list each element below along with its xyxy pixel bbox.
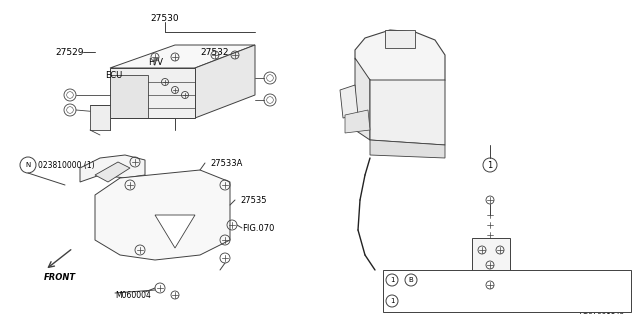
- Text: ( -'07MY0706): ( -'07MY0706): [518, 276, 572, 284]
- Text: 27541D: 27541D: [474, 300, 506, 309]
- Text: N: N: [26, 162, 31, 168]
- Text: A267001143: A267001143: [580, 309, 625, 315]
- Text: 1: 1: [488, 161, 493, 170]
- Text: 1: 1: [390, 298, 394, 304]
- Text: 27533A: 27533A: [210, 158, 243, 167]
- Polygon shape: [195, 45, 255, 118]
- Polygon shape: [95, 162, 130, 182]
- Text: 023810000 (1): 023810000 (1): [38, 161, 95, 170]
- Polygon shape: [472, 238, 510, 272]
- Polygon shape: [345, 110, 370, 133]
- Polygon shape: [95, 170, 230, 260]
- Text: ECU: ECU: [105, 70, 122, 79]
- Polygon shape: [110, 75, 148, 118]
- Polygon shape: [80, 155, 145, 182]
- Text: 1: 1: [390, 277, 394, 283]
- Polygon shape: [355, 30, 445, 95]
- Text: 27535: 27535: [240, 196, 266, 204]
- Text: 27530: 27530: [150, 13, 179, 22]
- Text: M060004: M060004: [115, 291, 151, 300]
- Text: 27532: 27532: [200, 47, 228, 57]
- Text: ): ): [608, 297, 611, 306]
- Polygon shape: [110, 45, 255, 68]
- Text: H/V: H/V: [148, 58, 163, 67]
- Text: B: B: [408, 277, 413, 283]
- Polygon shape: [155, 215, 195, 248]
- Polygon shape: [370, 140, 445, 158]
- Bar: [383, 270, 631, 312]
- Text: ('07MY0706-: ('07MY0706-: [518, 297, 566, 306]
- Text: 010008200 (2): 010008200 (2): [421, 276, 477, 284]
- Text: FRONT: FRONT: [44, 274, 76, 283]
- Text: FIG.070: FIG.070: [242, 223, 275, 233]
- Polygon shape: [340, 85, 358, 118]
- Polygon shape: [355, 58, 370, 140]
- Polygon shape: [370, 80, 445, 145]
- Polygon shape: [110, 68, 195, 118]
- Text: 27529: 27529: [55, 47, 83, 57]
- Polygon shape: [385, 30, 415, 48]
- Polygon shape: [90, 105, 110, 130]
- Text: M060004: M060004: [405, 297, 441, 306]
